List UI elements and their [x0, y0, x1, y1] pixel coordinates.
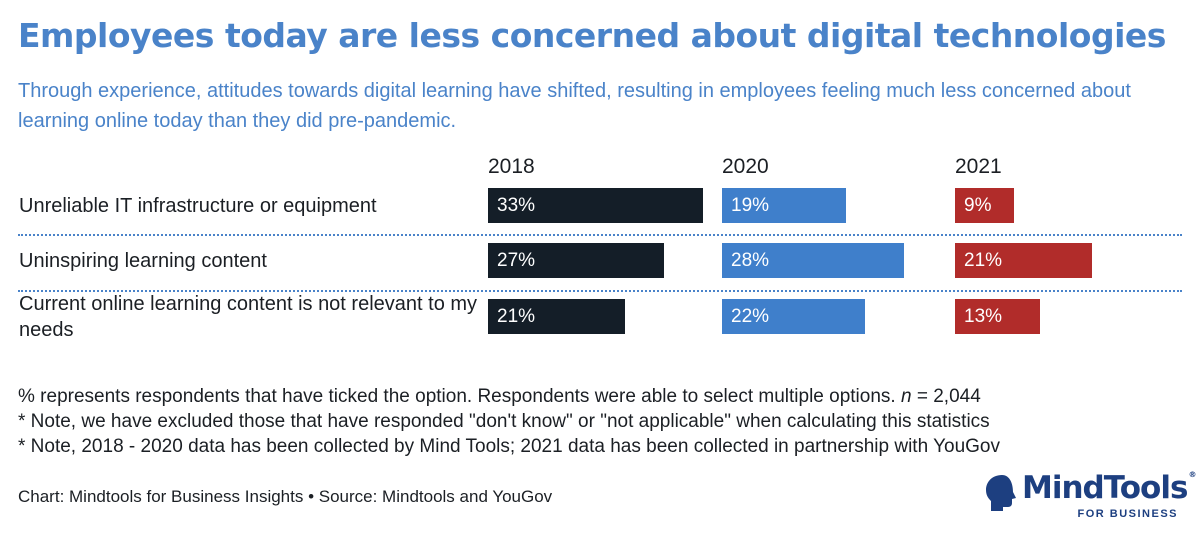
bar-value-label: 21% [964, 250, 1003, 271]
bar-2020-2: 28% [722, 243, 904, 278]
category-label-2: Uninspiring learning content [19, 250, 267, 272]
bar-value-label: 28% [731, 250, 770, 271]
note-respondents-text: % represents respondents that have ticke… [18, 386, 896, 407]
bar-2018-1: 33% [488, 188, 703, 223]
year-header-2020: 2020 [722, 155, 769, 178]
mindtools-logo: MindTools® FOR BUSINESS [984, 470, 1196, 526]
head-profile-icon [986, 475, 1016, 511]
chart-subtitle: Through experience, attitudes towards di… [18, 80, 1131, 132]
footnotes: % represents respondents that have ticke… [18, 384, 1000, 459]
year-header-2018: 2018 [488, 155, 535, 178]
bar-value-label: 13% [964, 306, 1003, 327]
row-separator-1 [18, 234, 1182, 236]
bar-2018-3: 21% [488, 299, 625, 334]
sample-size-value: = 2,044 [916, 386, 981, 407]
bar-2020-3: 22% [722, 299, 865, 334]
category-label-3: Current online learning content is not r… [19, 293, 478, 341]
category-label-1: Unreliable IT infrastructure or equipmen… [19, 195, 377, 217]
chart-title: Employees today are less concerned about… [18, 16, 1166, 55]
bar-2021-1: 9% [955, 188, 1014, 223]
row-separator-2 [18, 290, 1182, 292]
note-data-collection: * Note, 2018 - 2020 data has been collec… [18, 436, 1000, 457]
year-header-2021: 2021 [955, 155, 1002, 178]
bar-value-label: 21% [497, 306, 536, 327]
bar-2018-2: 27% [488, 243, 664, 278]
bar-2021-2: 21% [955, 243, 1092, 278]
bar-value-label: 19% [731, 195, 770, 216]
logo-tagline: FOR BUSINESS [1077, 508, 1178, 520]
bar-value-label: 27% [497, 250, 536, 271]
bar-value-label: 33% [497, 195, 536, 216]
sample-size-label: n [900, 386, 912, 407]
bar-chart: 2018 33% 27% 21% 2020 19% 28% 22% 2021 9% 21% 13% Un… [0, 150, 1200, 360]
note-respondents: % represents respondents that have ticke… [18, 384, 1000, 409]
bar-value-label: 22% [731, 306, 770, 327]
chart-source: Chart: Mindtools for Business Insights •… [18, 487, 553, 506]
note-excluded: * Note, we have excluded those that have… [18, 411, 990, 432]
bar-2020-1: 19% [722, 188, 846, 223]
logo-wordmark: MindTools® [1022, 470, 1196, 506]
bar-2021-3: 13% [955, 299, 1040, 334]
bar-value-label: 9% [964, 195, 992, 216]
